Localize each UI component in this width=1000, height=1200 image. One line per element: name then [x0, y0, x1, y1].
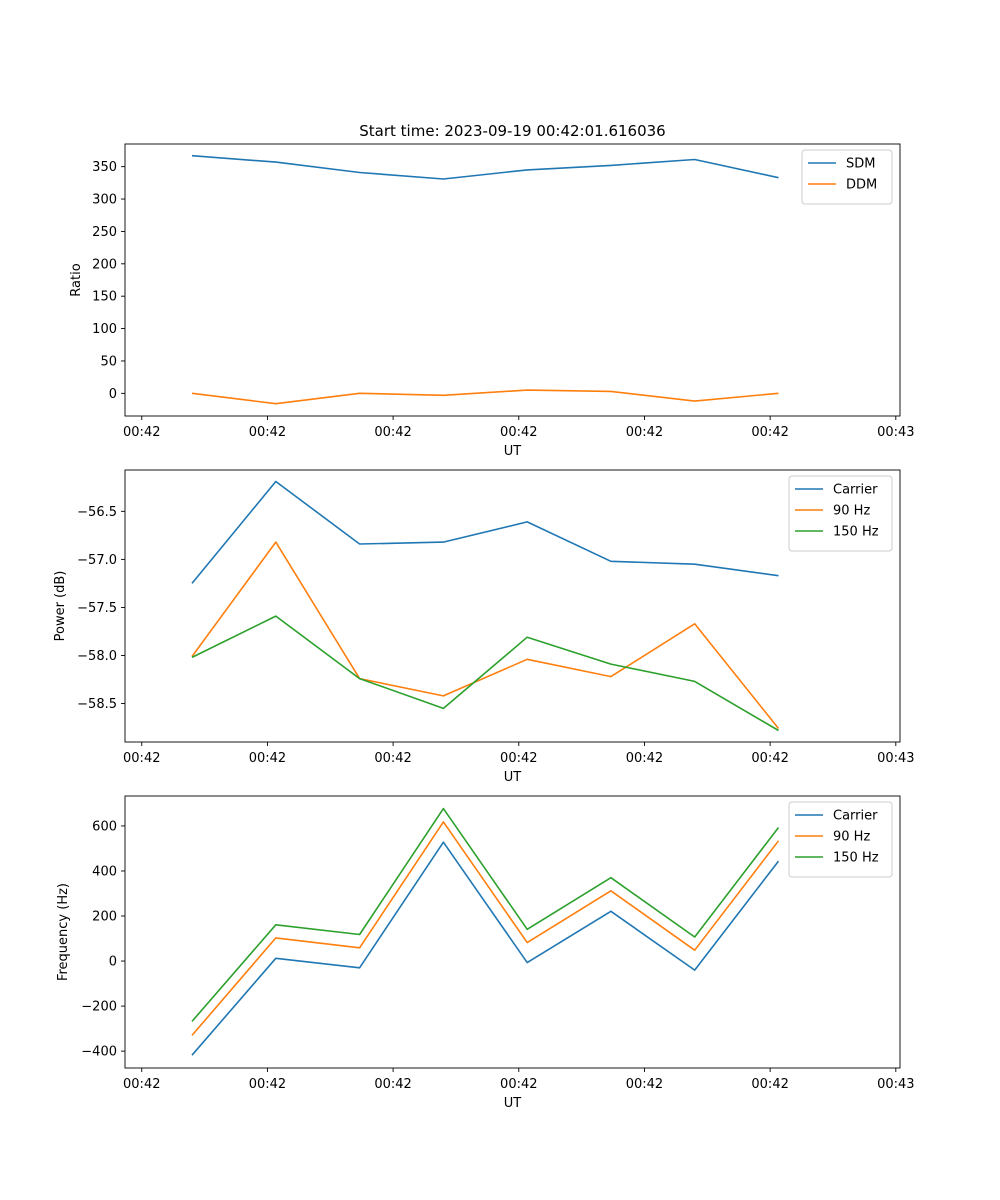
y-tick-label: 600 [92, 819, 117, 834]
series-line-ddm [191, 389, 779, 405]
x-tick-label: 00:42 [626, 425, 663, 440]
x-axis-label: UT [504, 444, 522, 459]
y-tick-label: 150 [92, 290, 117, 305]
legend-entry: 90 Hz [833, 504, 870, 519]
series-line-carrier [191, 480, 779, 584]
x-tick-label: 00:43 [877, 425, 914, 440]
y-tick-label: 50 [100, 354, 117, 369]
x-tick-label: 00:42 [626, 1077, 663, 1092]
y-tick-label: 200 [92, 910, 117, 925]
x-tick-label: 00:43 [877, 1077, 914, 1092]
axes-frame [124, 143, 901, 417]
x-tick-label: 00:42 [123, 425, 160, 440]
x-tick-label: 00:42 [626, 751, 663, 766]
y-tick-label: 100 [92, 322, 117, 337]
y-tick-label: 0 [109, 387, 117, 402]
series-line-carrier [191, 841, 780, 1056]
y-tick-label: 300 [92, 193, 117, 208]
axes-frame [124, 795, 901, 1069]
y-axis-label: Power (dB) [53, 571, 68, 642]
legend-entry: Carrier [833, 809, 878, 824]
legend: SDM DDM [801, 149, 893, 205]
x-axis-label: UT [504, 770, 522, 785]
x-tick-label: 00:42 [500, 425, 537, 440]
legend: Carrier 90 Hz 150 Hz [788, 801, 893, 878]
y-tick-label: 400 [92, 864, 117, 879]
y-tick-label: −200 [81, 1000, 117, 1015]
legend: Carrier 90 Hz 150 Hz [788, 475, 893, 552]
x-tick-label: 00:42 [751, 425, 788, 440]
x-tick-label: 00:42 [500, 751, 537, 766]
y-tick-label: −56.5 [77, 505, 117, 520]
y-tick-label: 0 [109, 955, 117, 970]
series-line-sdm [191, 154, 779, 180]
y-axis-label: Ratio [69, 263, 84, 296]
y-tick-label: 250 [92, 225, 117, 240]
legend-entry: DDM [846, 178, 877, 193]
y-tick-label: −400 [81, 1045, 117, 1060]
x-tick-label: 00:42 [374, 1077, 411, 1092]
x-tick-label: 00:42 [374, 425, 411, 440]
y-tick-label: 350 [92, 160, 117, 175]
legend-entry: 90 Hz [833, 830, 870, 845]
legend-box [788, 475, 893, 552]
legend-entry: 150 Hz [833, 525, 879, 540]
y-tick-label: −58.5 [77, 697, 117, 712]
x-tick-label: 00:42 [500, 1077, 537, 1092]
y-tick-label: −57.0 [77, 553, 117, 568]
x-tick-label: 00:42 [249, 751, 286, 766]
legend-entry: 150 Hz [833, 851, 879, 866]
subplot-3: 00:42 00:42 00:42 00:42 00:42 00:42 00:43 UT −40… [56, 795, 915, 1111]
subplot-2: 00:42 00:42 00:42 00:42 00:42 00:42 00:43 UT −58… [53, 469, 915, 785]
x-tick-label: 00:42 [249, 425, 286, 440]
series-line-90-hz [191, 821, 780, 1036]
x-tick-label: 00:42 [374, 751, 411, 766]
legend-box [788, 801, 893, 878]
x-tick-label: 00:42 [123, 751, 160, 766]
series-line-150-hz [191, 615, 779, 732]
chart-title: Start time: 2023-09-19 00:42:01.616036 [359, 122, 665, 140]
legend-entry: Carrier [833, 483, 878, 498]
series-line-90-hz [191, 541, 780, 729]
axes-frame [124, 469, 901, 743]
x-tick-label: 00:42 [751, 751, 788, 766]
subplot-1: Start time: 2023-09-19 00:42:01.61603600… [69, 122, 915, 459]
x-axis-label: UT [504, 1096, 522, 1111]
y-tick-label: −57.5 [77, 601, 117, 616]
y-axis-label: Frequency (Hz) [56, 883, 71, 981]
legend-entry: SDM [846, 157, 875, 172]
series-line-150-hz [191, 807, 780, 1022]
y-tick-label: 200 [92, 257, 117, 272]
x-tick-label: 00:42 [751, 1077, 788, 1092]
y-tick-label: −58.0 [77, 649, 117, 664]
x-tick-label: 00:42 [123, 1077, 160, 1092]
x-tick-label: 00:42 [249, 1077, 286, 1092]
x-tick-label: 00:43 [877, 751, 914, 766]
